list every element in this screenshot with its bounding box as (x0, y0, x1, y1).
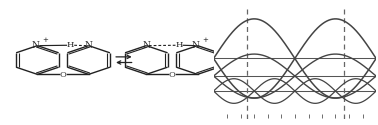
Text: O: O (60, 71, 67, 79)
Text: +: + (202, 37, 208, 43)
Text: +: + (42, 37, 48, 43)
Text: O: O (169, 71, 175, 79)
Text: N: N (192, 40, 200, 50)
Text: N: N (143, 40, 150, 50)
Text: H: H (67, 41, 74, 49)
Text: N: N (85, 40, 93, 50)
Text: H: H (176, 41, 183, 49)
Text: N: N (32, 40, 40, 50)
